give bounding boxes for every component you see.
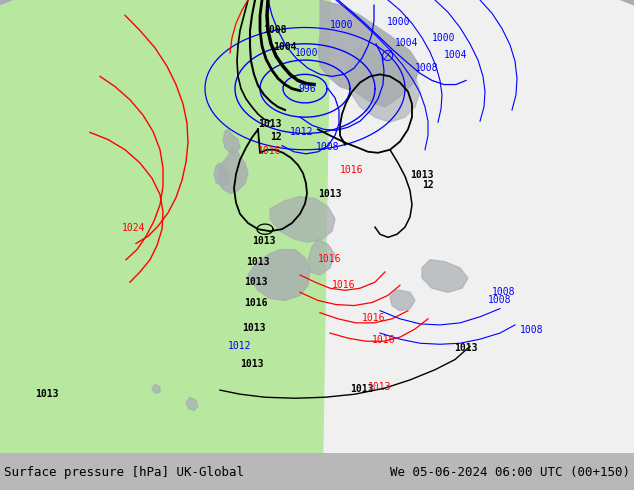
Text: 1016: 1016: [332, 280, 356, 290]
Text: 12: 12: [422, 180, 434, 191]
Text: 1004: 1004: [444, 50, 467, 60]
Text: 1008: 1008: [316, 142, 339, 152]
Text: 1013: 1013: [454, 343, 477, 353]
Text: 12: 12: [270, 131, 281, 142]
Text: 1013: 1013: [35, 389, 58, 399]
Text: 1016: 1016: [362, 313, 385, 323]
Text: 1012: 1012: [228, 342, 252, 351]
Text: 1012: 1012: [290, 127, 313, 138]
Text: 1013: 1013: [410, 170, 434, 180]
Text: 1004: 1004: [395, 38, 418, 48]
Polygon shape: [270, 196, 335, 243]
Text: Surface pressure [hPa] UK-Global: Surface pressure [hPa] UK-Global: [4, 466, 244, 479]
Text: 1016: 1016: [340, 165, 363, 175]
Text: 1008: 1008: [263, 24, 287, 35]
Text: 1016: 1016: [372, 335, 396, 345]
Text: 1000: 1000: [387, 18, 410, 27]
Text: 1008: 1008: [492, 287, 515, 297]
Text: 1008: 1008: [520, 325, 543, 335]
Polygon shape: [520, 189, 634, 453]
Polygon shape: [390, 290, 415, 311]
Text: 1013: 1013: [246, 257, 269, 267]
Text: 1013: 1013: [244, 277, 268, 287]
Polygon shape: [186, 397, 198, 411]
Polygon shape: [214, 163, 230, 186]
Polygon shape: [318, 0, 420, 107]
Polygon shape: [152, 384, 160, 393]
Text: 1016: 1016: [258, 146, 281, 156]
Polygon shape: [348, 46, 420, 122]
Text: $\emptyset$: $\emptyset$: [380, 49, 394, 64]
Text: 1008: 1008: [415, 63, 439, 74]
Polygon shape: [248, 249, 310, 300]
Text: We 05-06-2024 06:00 UTC (00+150): We 05-06-2024 06:00 UTC (00+150): [390, 466, 630, 479]
Text: 1013: 1013: [368, 382, 392, 392]
Text: 1013: 1013: [350, 384, 373, 394]
Polygon shape: [422, 260, 468, 293]
Text: 1008: 1008: [488, 294, 512, 304]
Text: 1013: 1013: [318, 189, 342, 198]
Polygon shape: [308, 239, 335, 275]
Text: 1004: 1004: [273, 42, 297, 52]
Polygon shape: [0, 392, 634, 453]
Polygon shape: [223, 129, 240, 153]
Polygon shape: [218, 147, 248, 194]
Text: 996: 996: [298, 84, 316, 94]
Polygon shape: [180, 0, 440, 76]
Text: 1013: 1013: [252, 237, 276, 246]
Text: 1000: 1000: [330, 20, 354, 29]
Polygon shape: [380, 0, 634, 178]
Polygon shape: [0, 0, 331, 490]
Text: 1000: 1000: [295, 48, 319, 58]
Polygon shape: [0, 0, 260, 372]
Text: 1016: 1016: [244, 297, 268, 308]
Text: 1013: 1013: [240, 359, 264, 368]
Text: 1013: 1013: [242, 323, 266, 333]
Text: 1000: 1000: [432, 33, 455, 43]
Text: 1024: 1024: [122, 223, 145, 233]
Text: 1013: 1013: [258, 120, 281, 129]
Text: 1016: 1016: [318, 254, 342, 264]
